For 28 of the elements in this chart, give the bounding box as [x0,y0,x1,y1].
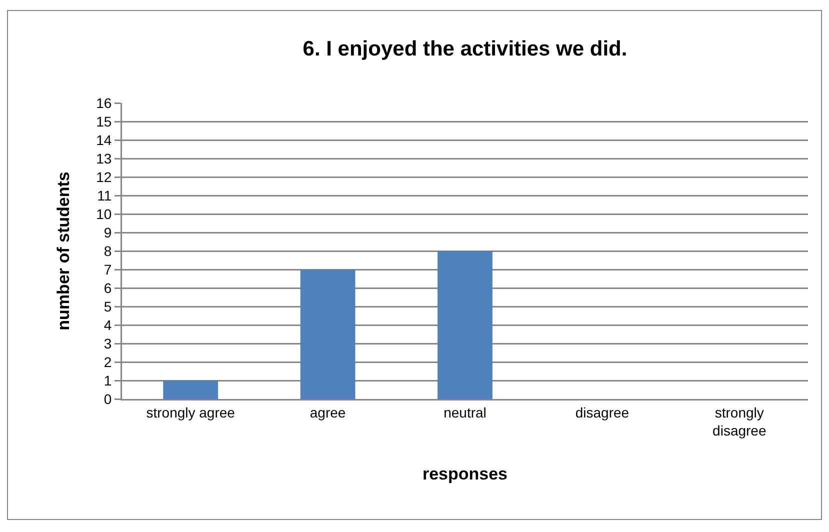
chart-title: 6. I enjoyed the activities we did. [302,37,628,60]
x-tick-label: neutral [444,404,486,420]
y-tick-label: 8 [104,242,112,259]
x-tick-label: strongly agree [146,404,236,420]
x-axis-title: responses [422,464,508,484]
x-tick-label: agree [310,404,346,420]
y-tick-label: 15 [96,113,112,130]
bar [300,270,356,399]
bar [163,380,218,399]
x-tick-label: strongly disagree [712,404,766,438]
y-tick-label: 0 [104,390,112,407]
bar [438,251,492,399]
y-tick-label: 4 [104,316,112,333]
y-tick-label: 10 [96,206,112,222]
y-tick-label: 14 [96,132,112,148]
y-tick-label: 6 [104,280,112,296]
y-tick-label: 3 [104,335,112,352]
y-tick-label: 13 [96,150,112,166]
y-tick-label: 2 [104,354,112,370]
y-tick-label: 7 [104,261,112,278]
y-tick-label: 16 [96,94,112,111]
y-tick-label: 11 [97,187,112,204]
y-axis-title: number of students [54,172,73,330]
y-tick-label: 1 [104,372,112,388]
x-tick-label: disagree [575,404,630,420]
y-tick-label: 9 [104,224,112,240]
y-tick-label: 5 [104,298,112,314]
y-tick-label: 12 [96,168,112,185]
